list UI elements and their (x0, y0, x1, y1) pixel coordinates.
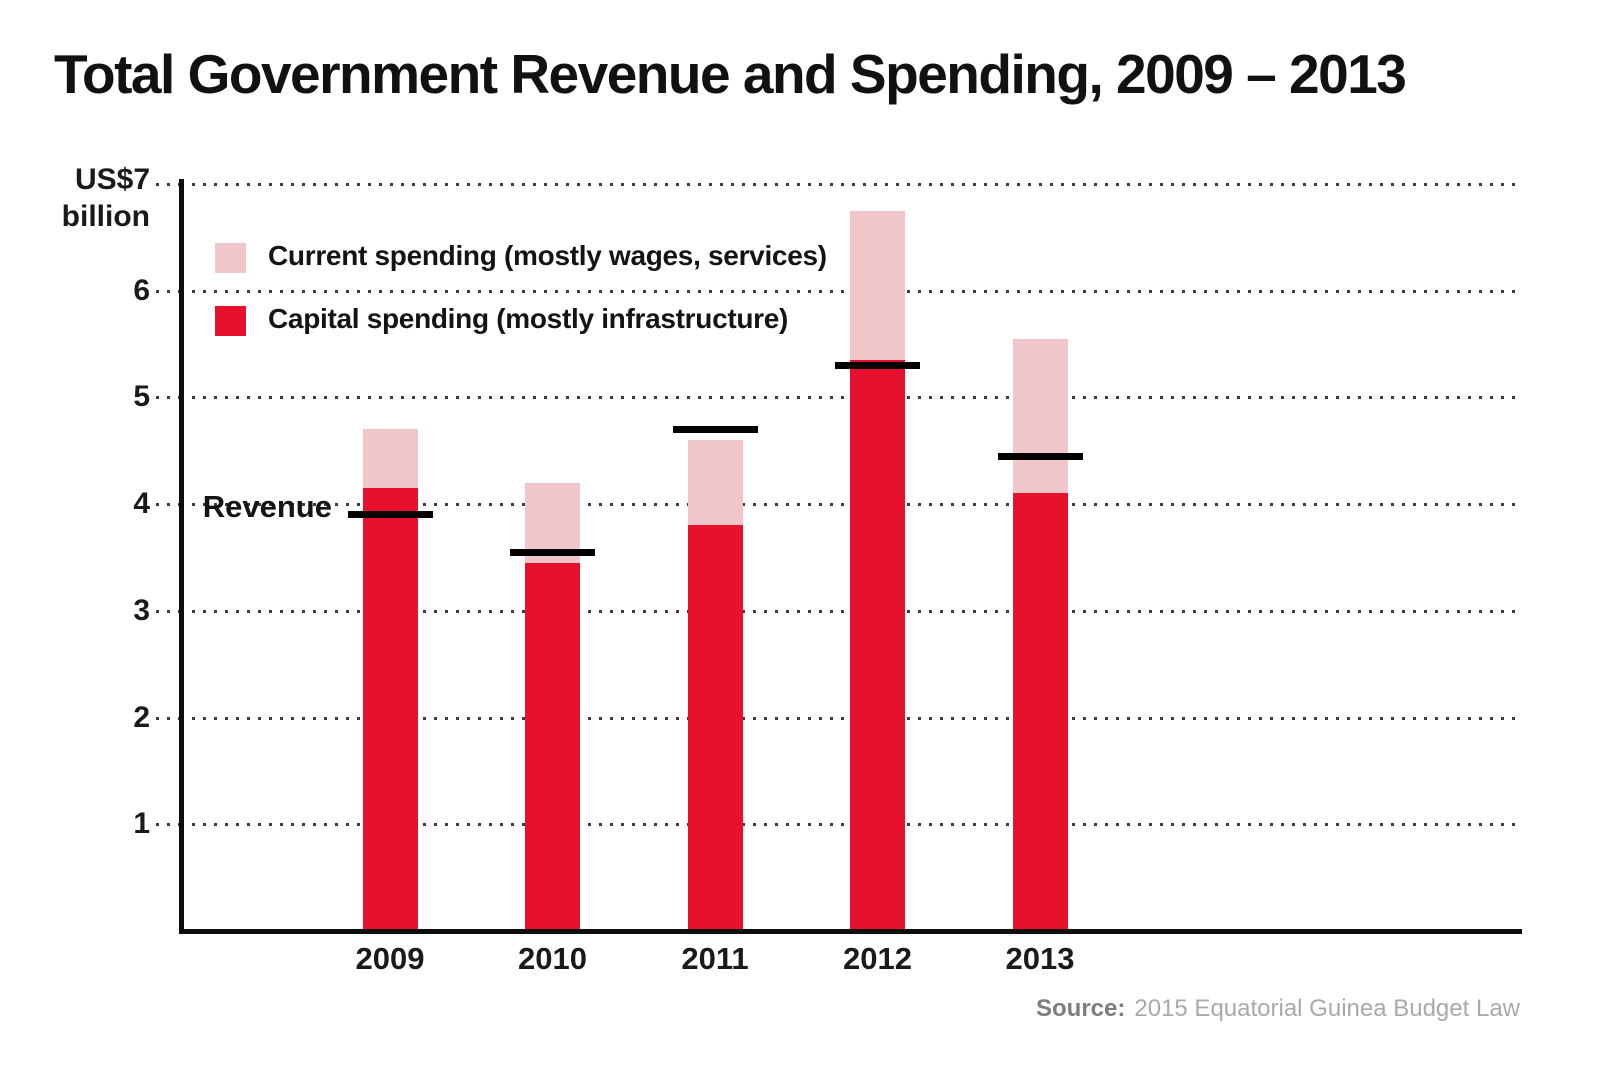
y-axis-tick-5 (156, 396, 180, 400)
source-note: Source: 2015 Equatorial Guinea Budget Law (818, 995, 1520, 1023)
x-tick-label-2009: 2009 (355, 941, 425, 976)
revenue-line-2011 (672, 425, 758, 433)
y-tick-label-5: 5 (133, 380, 150, 414)
y-tick-label-1: 1 (133, 807, 150, 841)
chart-title: Total Government Revenue and Spending, 2… (54, 43, 1407, 105)
legend-label-capital-spending: Capital spending (mostly infrastructure) (268, 303, 789, 334)
x-tick-label-2011: 2011 (681, 941, 749, 976)
revenue-line-2009 (347, 511, 433, 519)
y-axis-tick-2 (156, 716, 180, 720)
y-axis-unit-label: US$7 billion (36, 161, 150, 235)
y-axis-tick-7 (156, 183, 180, 186)
y-axis-line (179, 179, 184, 934)
y-axis-unit-top: US$7 (74, 163, 150, 196)
revenue-line-label: Revenue (202, 489, 332, 524)
bar-capital-spending-2013 (1012, 493, 1068, 931)
y-axis-tick-1 (156, 823, 180, 827)
x-axis-line (179, 929, 1522, 934)
x-tick-label-2012: 2012 (843, 941, 912, 976)
bar-capital-spending-2009 (362, 488, 418, 931)
revenue-line-2010 (510, 548, 595, 556)
y-axis-tick-3 (156, 609, 180, 613)
source-prefix: Source: (1036, 995, 1126, 1022)
source-text: 2015 Equatorial Guinea Budget Law (1134, 995, 1520, 1022)
y-tick-label-3: 3 (133, 593, 150, 627)
bar-capital-spending-2012 (850, 360, 905, 931)
revenue-line-2013 (997, 452, 1083, 460)
x-tick-label-2013: 2013 (1005, 941, 1075, 976)
bar-capital-spending-2010 (525, 562, 580, 931)
y-tick-label-2: 2 (133, 700, 150, 734)
y-axis-tick-6 (156, 289, 180, 293)
x-tick-label-2010: 2010 (518, 941, 587, 976)
revenue-line-2012 (835, 361, 920, 369)
gridline-7 (181, 183, 1522, 186)
bar-capital-spending-2011 (687, 525, 743, 931)
legend-label-current-spending: Current spending (mostly wages, services… (268, 240, 827, 271)
legend-swatch-current-spending (215, 243, 246, 273)
y-tick-label-4: 4 (133, 487, 150, 521)
legend-swatch-capital-spending (215, 306, 246, 336)
y-axis-unit-bottom: billion (61, 200, 150, 233)
y-tick-label-6: 6 (133, 273, 150, 307)
y-axis-tick-4 (156, 503, 180, 507)
